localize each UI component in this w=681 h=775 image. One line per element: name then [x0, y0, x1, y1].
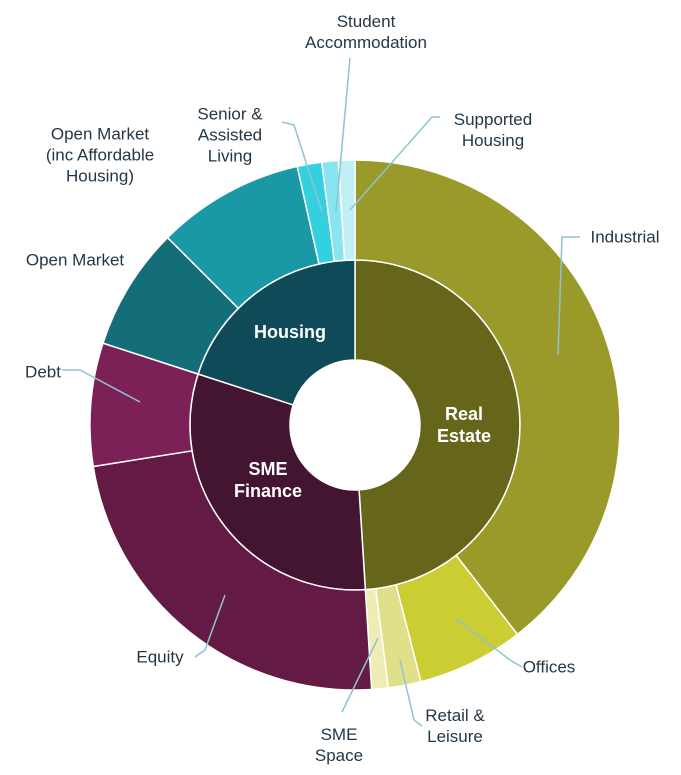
segment [92, 449, 373, 691]
leader-line [399, 659, 423, 727]
segment-label: Equity [136, 647, 184, 667]
group-label: SME Finance [233, 459, 303, 501]
segment [337, 159, 356, 262]
segment-label: Offices [522, 657, 576, 677]
segment-label: Debt [25, 362, 61, 382]
leader-line [557, 236, 580, 356]
segment-label: Retail & Leisure [425, 706, 485, 746]
leader-line [454, 617, 523, 668]
leader-line [62, 369, 141, 403]
segment-label: Open Market (inc Affordable Housing) [45, 124, 155, 186]
segment [354, 159, 621, 636]
segment-label: Senior & Assisted Living [197, 104, 263, 166]
segment-label: Supported Housing [453, 110, 533, 150]
segment-label: Student Accommodation [305, 12, 427, 52]
leader-line [281, 121, 323, 213]
group-label: Housing [254, 322, 326, 342]
leader-line [341, 637, 379, 713]
leader-line [335, 57, 351, 213]
leader-line [349, 116, 440, 211]
segment-label: Open Market [25, 250, 125, 270]
leader-line [194, 594, 226, 658]
hole [290, 360, 420, 490]
segment-label: Industrial [590, 227, 660, 247]
segment-label: SME Space [314, 725, 364, 765]
group-label: Real Estate [436, 404, 492, 446]
